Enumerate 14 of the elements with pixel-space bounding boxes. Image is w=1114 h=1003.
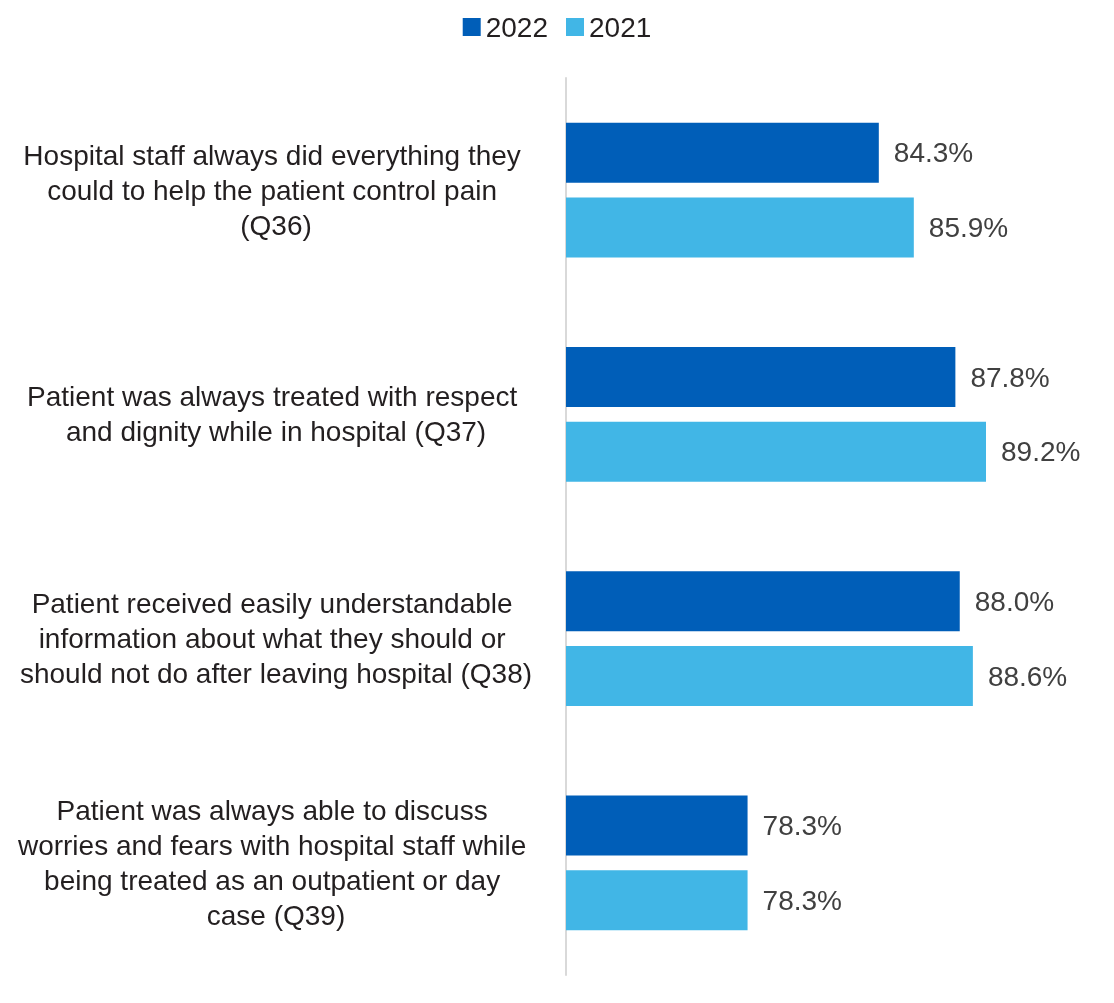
y-tick-label: Patient was always able to discuss worries and fears with hospital staff while being treated as an outpatient or day case (Q39): [16, 794, 535, 931]
data-label: 87.8%: [970, 361, 1050, 393]
y-tick-label: Patient received easily understandable information about what they should or should not do after leaving hospital (Q38): [19, 588, 533, 690]
data-label: 88.6%: [987, 660, 1068, 692]
legend-label: 2022: [485, 11, 549, 43]
y-tick-label: Hospital staff always did everything they could to help the patient control pain (Q36): [23, 139, 529, 241]
data-label: 84.3%: [893, 137, 974, 169]
data-label: 78.3%: [762, 810, 842, 841]
data-label: 85.9%: [928, 212, 1009, 243]
data-label: 78.3%: [762, 884, 842, 916]
y-tick-label: Patient was always treated with respect and dignity while in hospital (Q37): [26, 381, 526, 448]
data-label: 88.0%: [974, 585, 1055, 617]
data-label: 89.2%: [1001, 436, 1081, 468]
legend-label: 2021: [589, 11, 652, 43]
